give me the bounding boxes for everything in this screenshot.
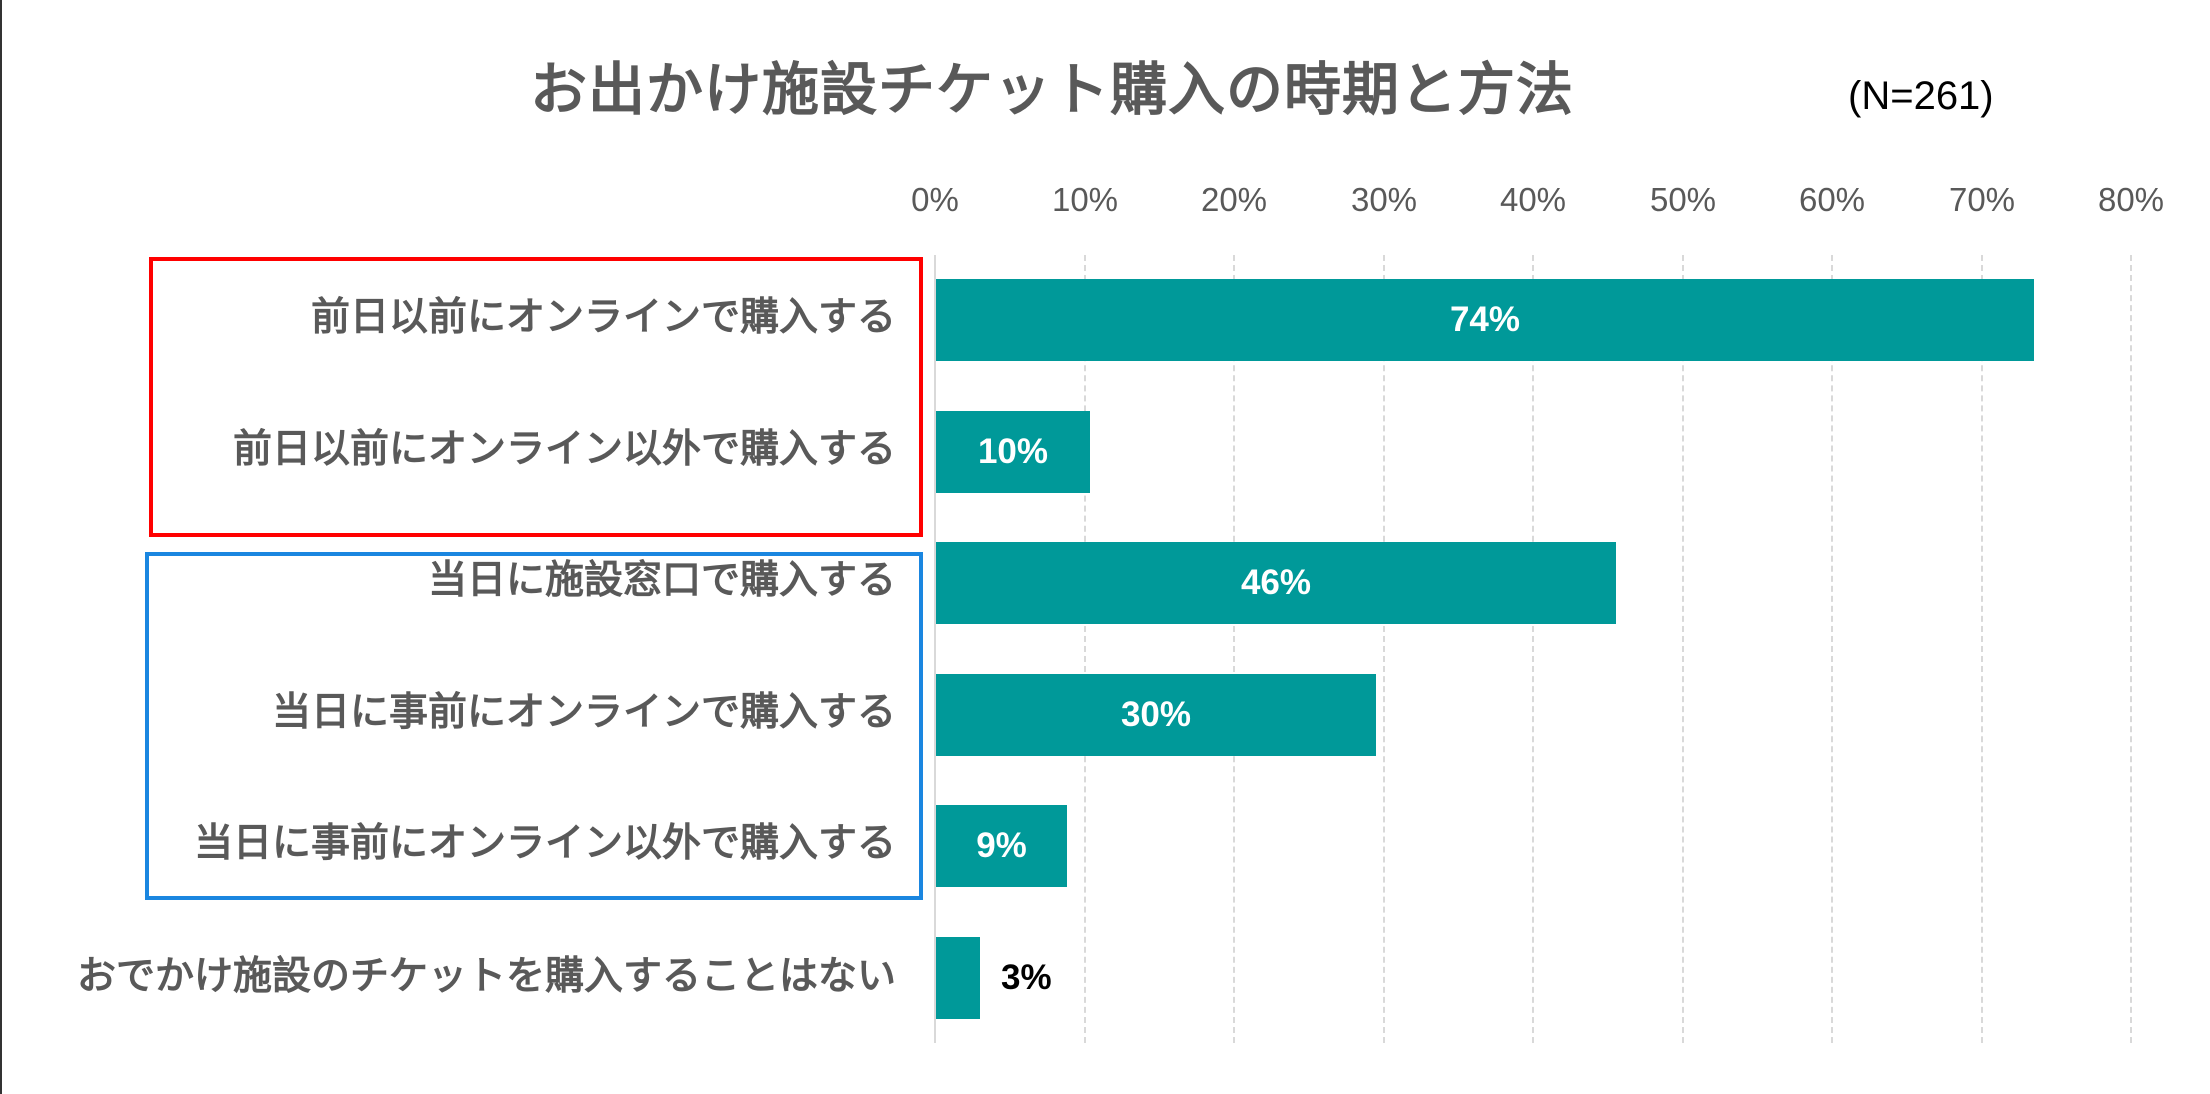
chart-title: お出かけ施設チケット購入の時期と方法 (530, 57, 1574, 123)
bar-same-day-counter: 46% (936, 542, 1616, 624)
bar-value-label: 46% (1240, 563, 1312, 602)
x-tick-10: 10% (1051, 181, 1119, 218)
gridline-80 (2130, 255, 2132, 1043)
gridline-10 (1084, 255, 1086, 1043)
x-tick-30: 30% (1350, 181, 1418, 218)
bar-before-day-offline: 10% (936, 411, 1090, 493)
bar-value-label: 30% (1120, 695, 1192, 734)
x-tick-40: 40% (1499, 181, 1567, 218)
bar-value-label: 10% (977, 432, 1049, 471)
x-tick-70: 70% (1948, 181, 2016, 218)
x-tick-80: 80% (2097, 181, 2165, 218)
x-tick-50: 50% (1649, 181, 1717, 218)
bar-before-day-online: 74% (936, 279, 2034, 361)
bar-value-label: 3% (1001, 958, 1052, 997)
gridline-30 (1383, 255, 1385, 1043)
y-axis-line (934, 255, 936, 1043)
gridline-50 (1682, 255, 1684, 1043)
highlight-box-before-day (149, 257, 923, 537)
gridline-20 (1233, 255, 1235, 1043)
x-tick-0: 0% (911, 181, 959, 218)
category-label: 当日に施設窓口で購入する (427, 558, 896, 603)
bar-value-label: 9% (976, 826, 1027, 865)
gridline-60 (1831, 255, 1833, 1043)
sample-size-label: (N=261) (1848, 74, 1994, 118)
category-label: おでかけ施設のチケットを購入することはない (76, 954, 896, 999)
category-label: 当日に事前にオンラインで購入する (271, 690, 896, 735)
gridline-70 (1981, 255, 1983, 1043)
category-label: 前日以前にオンラインで購入する (310, 295, 896, 340)
category-label: 当日に事前にオンライン以外で購入する (193, 821, 896, 866)
x-tick-20: 20% (1200, 181, 1268, 218)
bar-value-label: 74% (1449, 300, 1521, 339)
bar-same-day-offline: 9% (936, 805, 1067, 887)
left-border (0, 0, 2, 1094)
highlight-box-same-day (145, 552, 923, 900)
category-label: 前日以前にオンライン以外で購入する (232, 427, 896, 472)
bar-never-purchase: 3% (936, 937, 1052, 1019)
x-tick-60: 60% (1798, 181, 1866, 218)
gridline-40 (1532, 255, 1534, 1043)
bar-same-day-online: 30% (936, 674, 1376, 756)
